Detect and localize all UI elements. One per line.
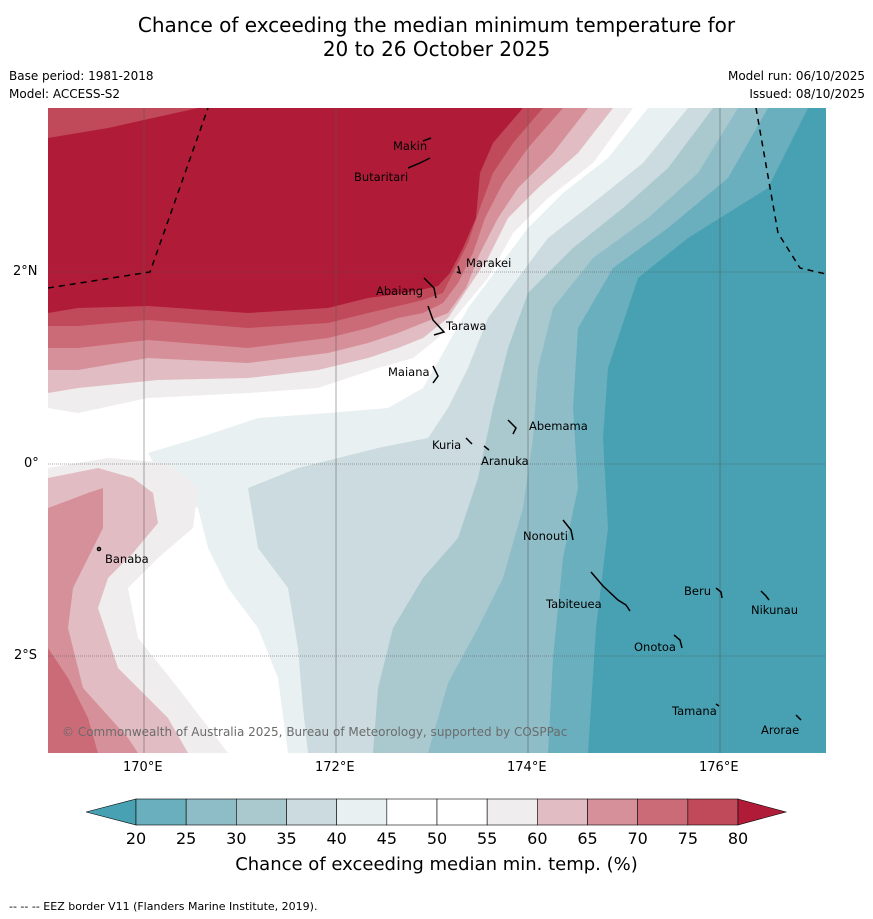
colorbar-segment — [185, 798, 237, 826]
island-label-maiana: Maiana — [388, 365, 430, 379]
island-label-arorae: Arorae — [761, 723, 799, 737]
colorbar-segment — [587, 798, 638, 826]
island-label-makin: Makin — [393, 139, 427, 153]
colorbar-tick-label: 55 — [476, 829, 498, 848]
latitude-gridlines — [48, 271, 826, 657]
colorbar-segment — [637, 798, 689, 826]
map-svg: Makin Butaritari Marakei Abaiang Tarawa … — [48, 108, 826, 753]
colorbar-over-arrow — [737, 798, 788, 826]
lon-label-172e: 172°E — [315, 760, 355, 775]
colorbar-tick-label: 20 — [125, 829, 147, 848]
colorbar-segment — [286, 798, 337, 826]
colorbar-tick-label: 45 — [376, 829, 397, 848]
colorbar-svg — [84, 798, 788, 826]
island-label-banaba: Banaba — [105, 552, 149, 566]
map-panel: Makin Butaritari Marakei Abaiang Tarawa … — [48, 108, 826, 753]
island-label-aranuka: Aranuka — [481, 454, 529, 468]
island-label-kuria: Kuria — [432, 438, 461, 452]
lat-label-2s: 2°S — [14, 648, 38, 663]
colorbar-tick-label: 50 — [426, 829, 448, 848]
issued-date: Issued: 08/10/2025 — [749, 87, 865, 101]
colorbar-segment — [486, 798, 538, 826]
model-name: Model: ACCESS-S2 — [9, 87, 121, 101]
colorbar-tick-label: 65 — [577, 829, 598, 848]
colorbar-under-arrow — [84, 798, 137, 826]
colorbar-title: Chance of exceeding median min. temp. (%… — [235, 854, 638, 875]
island-label-butaritari: Butaritari — [354, 170, 408, 184]
lon-label-176e: 176°E — [699, 760, 739, 775]
colorbar-segments — [135, 798, 739, 826]
chart-title-line2: 20 to 26 October 2025 — [322, 37, 551, 61]
island-coastlines — [96, 137, 802, 721]
island-label-marakei: Marakei — [466, 256, 511, 270]
model-run: Model run: 06/10/2025 — [727, 69, 865, 83]
colorbar-tick-label: 35 — [276, 829, 297, 848]
colorbar-tick-label: 80 — [727, 829, 749, 848]
colorbar-tick-label: 30 — [226, 829, 247, 848]
base-period: Base period: 1981-2018 — [9, 69, 154, 83]
colorbar-tick-label: 60 — [527, 829, 548, 848]
island-label-nikunau: Nikunau — [751, 603, 798, 617]
copyright-notice: © Commonwealth of Australia 2025, Bureau… — [62, 725, 567, 739]
island-label-beru: Beru — [684, 584, 711, 598]
longitude-gridlines — [143, 108, 721, 753]
lon-label-174e: 174°E — [507, 760, 547, 775]
eez-footnote: -- -- -- EEZ border V11 (Flanders Marine… — [9, 900, 318, 913]
colorbar — [84, 797, 788, 829]
island-label-tamana: Tamana — [671, 704, 717, 718]
band-70-75-sw — [48, 648, 98, 753]
colorbar-tick-label: 70 — [627, 829, 648, 848]
colorbar-segment — [537, 798, 588, 826]
colorbar-segment — [386, 798, 438, 826]
island-label-nonouti: Nonouti — [523, 529, 568, 543]
island-label-abemama: Abemama — [529, 419, 588, 433]
island-label-abaiang: Abaiang — [376, 284, 423, 298]
colorbar-segment — [336, 798, 388, 826]
lon-label-170e: 170°E — [123, 760, 163, 775]
colorbar-segment — [687, 798, 739, 826]
colorbar-segment — [135, 798, 187, 826]
region-over-80 — [48, 108, 523, 313]
lat-label-2n: 2°N — [13, 264, 38, 279]
colorbar-segment — [236, 798, 287, 826]
lat-label-0: 0° — [24, 456, 39, 471]
colorbar-segment — [436, 798, 488, 826]
colorbar-tick-label: 40 — [326, 829, 347, 848]
island-label-tabiteuea: Tabiteuea — [545, 597, 602, 611]
colorbar-tick-label: 25 — [175, 829, 197, 848]
chart-title-line1: Chance of exceeding the median minimum t… — [137, 13, 736, 37]
colorbar-tick-label: 75 — [677, 829, 698, 848]
eez-border — [48, 108, 826, 289]
island-label-onotoa: Onotoa — [634, 640, 676, 654]
island-label-tarawa: Tarawa — [445, 319, 486, 333]
